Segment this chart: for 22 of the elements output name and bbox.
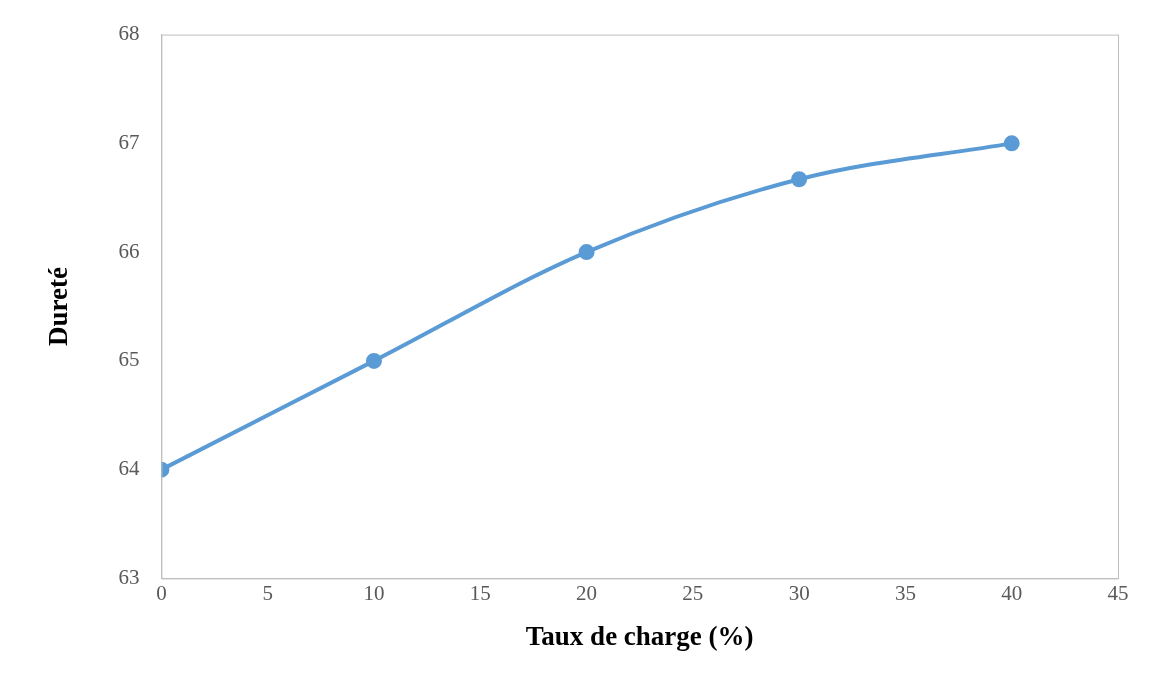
y-tick-label: 63 — [118, 564, 140, 589]
y-tick-label: 67 — [118, 129, 140, 154]
x-tick-label: 30 — [788, 580, 810, 605]
x-tick-label: 20 — [576, 580, 598, 605]
point — [578, 244, 595, 261]
x-tick-label: 35 — [894, 580, 916, 605]
x-tick-label: 10 — [363, 580, 385, 605]
x-tick-label: 45 — [1107, 580, 1129, 605]
y-tick-label: 64 — [118, 456, 140, 481]
y-tick-label: 68 — [118, 21, 140, 46]
x-tick-label: 15 — [469, 580, 491, 605]
x-tick-label: 5 — [262, 580, 273, 605]
y-axis-title: Dureté — [43, 267, 74, 346]
x-tick-label: 0 — [156, 580, 167, 605]
y-tick-label: 65 — [118, 347, 140, 372]
point — [791, 171, 808, 188]
x-tick-label: 40 — [1001, 580, 1023, 605]
point — [1003, 135, 1020, 152]
y-tick-label: 66 — [118, 238, 140, 263]
x-axis-title: Taux de charge (%) — [525, 620, 754, 651]
x-tick-label: 25 — [682, 580, 704, 605]
point — [365, 352, 382, 369]
